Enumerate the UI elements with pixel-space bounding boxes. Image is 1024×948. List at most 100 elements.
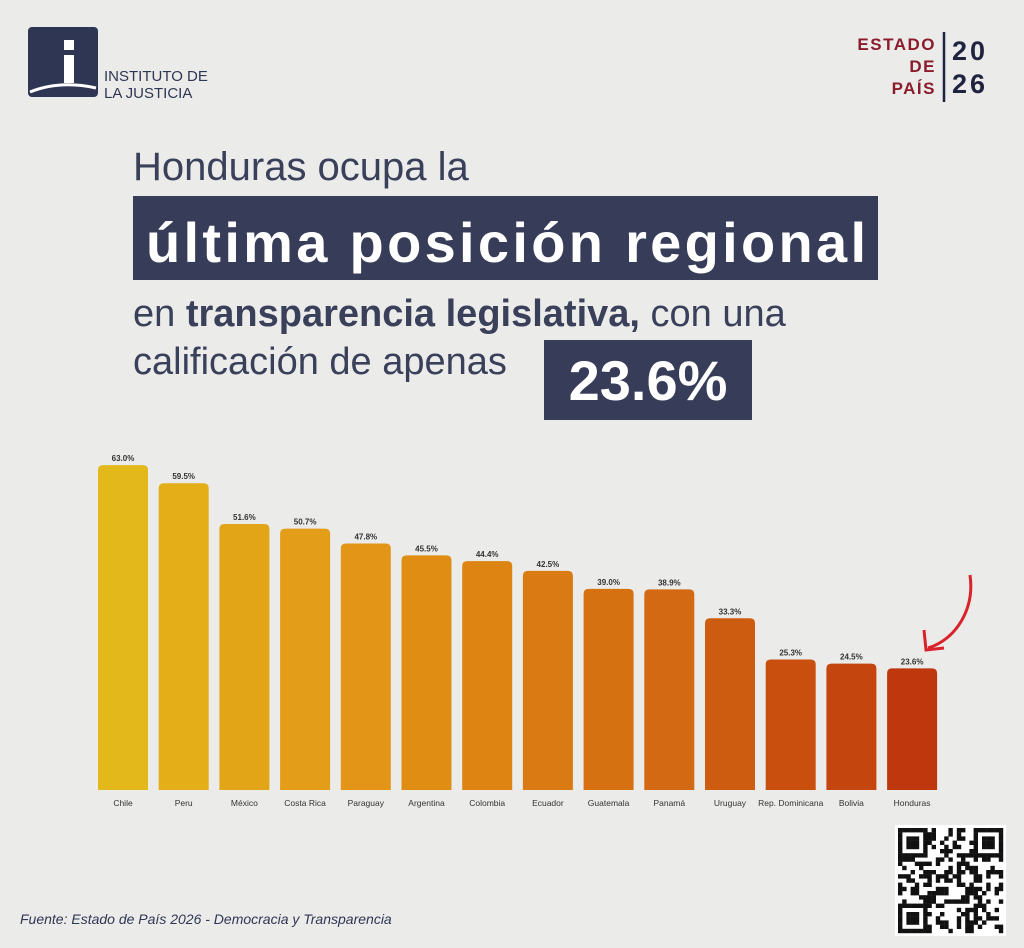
qr-module — [906, 857, 911, 862]
qr-module — [923, 903, 928, 908]
qr-module — [902, 903, 907, 908]
qr-module — [956, 924, 962, 929]
qr-module — [952, 840, 957, 845]
qr-module — [965, 895, 970, 900]
qr-module — [914, 928, 920, 934]
qr-module — [969, 849, 974, 854]
qr-module — [923, 832, 928, 837]
value-label: 45.5% — [415, 544, 438, 553]
qr-module — [948, 870, 953, 875]
qr-module — [931, 832, 936, 837]
qr-module — [965, 865, 970, 871]
qr-module — [973, 857, 978, 862]
qr-module — [914, 853, 920, 858]
qr-module — [931, 836, 936, 841]
qr-module — [923, 907, 928, 913]
qr-module — [919, 853, 924, 858]
qr-module — [944, 853, 949, 858]
qr-module — [952, 899, 957, 904]
qr-module — [998, 928, 1004, 934]
qr-module — [935, 903, 941, 908]
qr-module — [998, 840, 1004, 845]
qr-module — [902, 886, 907, 892]
qr-module — [906, 836, 911, 841]
qr-module — [931, 828, 936, 833]
qr-module — [961, 912, 966, 917]
qr-module — [914, 882, 920, 887]
qr-module — [902, 857, 907, 862]
qr-module — [902, 874, 907, 879]
qr-module — [994, 886, 999, 892]
qr-module — [935, 891, 941, 896]
qr-module — [973, 903, 978, 908]
qr-module — [906, 916, 911, 921]
qr-module — [940, 924, 945, 929]
qr-module — [952, 874, 957, 879]
qr-module — [935, 874, 941, 879]
qr-module — [973, 891, 978, 896]
qr-module — [961, 899, 966, 904]
qr-module — [969, 853, 974, 858]
qr-module — [910, 886, 915, 892]
qr-module — [940, 920, 945, 925]
x-tick-label: Uruguay — [714, 798, 747, 808]
qr-module — [965, 916, 970, 921]
qr-module — [914, 836, 920, 841]
qr-module — [986, 836, 991, 841]
qr-module — [977, 899, 983, 904]
qr-module — [923, 836, 928, 841]
qr-module — [956, 870, 962, 875]
x-tick-label: Guatemala — [588, 798, 630, 808]
brand-year: 26 — [952, 69, 988, 99]
bar — [826, 663, 877, 790]
qr-module — [940, 886, 945, 892]
source: Fuente: Estado de País 2026 - Democracia… — [20, 911, 392, 927]
qr-module — [898, 836, 903, 841]
brand-text: ESTADO — [857, 35, 936, 54]
qr-module — [940, 874, 945, 879]
bar-chart: Chile 63.0% Peru 59.5% México 51.6% Costa Rica… — [98, 454, 938, 808]
qr-module — [973, 874, 978, 879]
value-label: 59.5% — [172, 472, 195, 481]
bar — [340, 543, 391, 790]
qr-module — [994, 853, 999, 858]
qr-module — [927, 928, 932, 934]
qr-module — [973, 870, 978, 875]
bar — [644, 589, 695, 790]
qr-module — [948, 857, 953, 862]
logo-dot — [64, 40, 74, 50]
qr-module — [914, 916, 920, 921]
qr-module — [935, 857, 941, 862]
qr-module — [898, 849, 903, 854]
x-tick-label: Costa Rica — [284, 798, 326, 808]
qr-module — [998, 844, 1004, 850]
qr-code — [895, 825, 1006, 936]
qr-module — [982, 903, 987, 908]
qr-module — [986, 882, 991, 887]
qr-module — [948, 828, 953, 833]
arrow — [927, 574, 973, 650]
qr-module — [973, 832, 978, 837]
score-box — [544, 340, 752, 420]
qr-module — [935, 916, 941, 921]
bar — [98, 465, 148, 790]
qr-module — [961, 857, 966, 862]
qr-module — [994, 916, 999, 921]
qr-module — [961, 882, 966, 887]
qr-module — [998, 899, 1004, 904]
qr-module — [931, 844, 936, 850]
qr-module — [919, 865, 924, 871]
value-label: 63.0% — [112, 454, 135, 463]
logo-swoosh — [29, 83, 97, 94]
qr-module — [927, 832, 932, 837]
qr-module — [998, 857, 1004, 862]
value-label: 44.4% — [476, 550, 499, 559]
qr-module — [973, 907, 978, 913]
bar — [522, 570, 573, 790]
qr-module — [931, 891, 936, 896]
qr-module — [898, 861, 903, 866]
qr-module — [898, 891, 903, 896]
qr-module — [977, 853, 983, 858]
qr-module — [940, 891, 945, 896]
qr-module — [982, 857, 987, 862]
